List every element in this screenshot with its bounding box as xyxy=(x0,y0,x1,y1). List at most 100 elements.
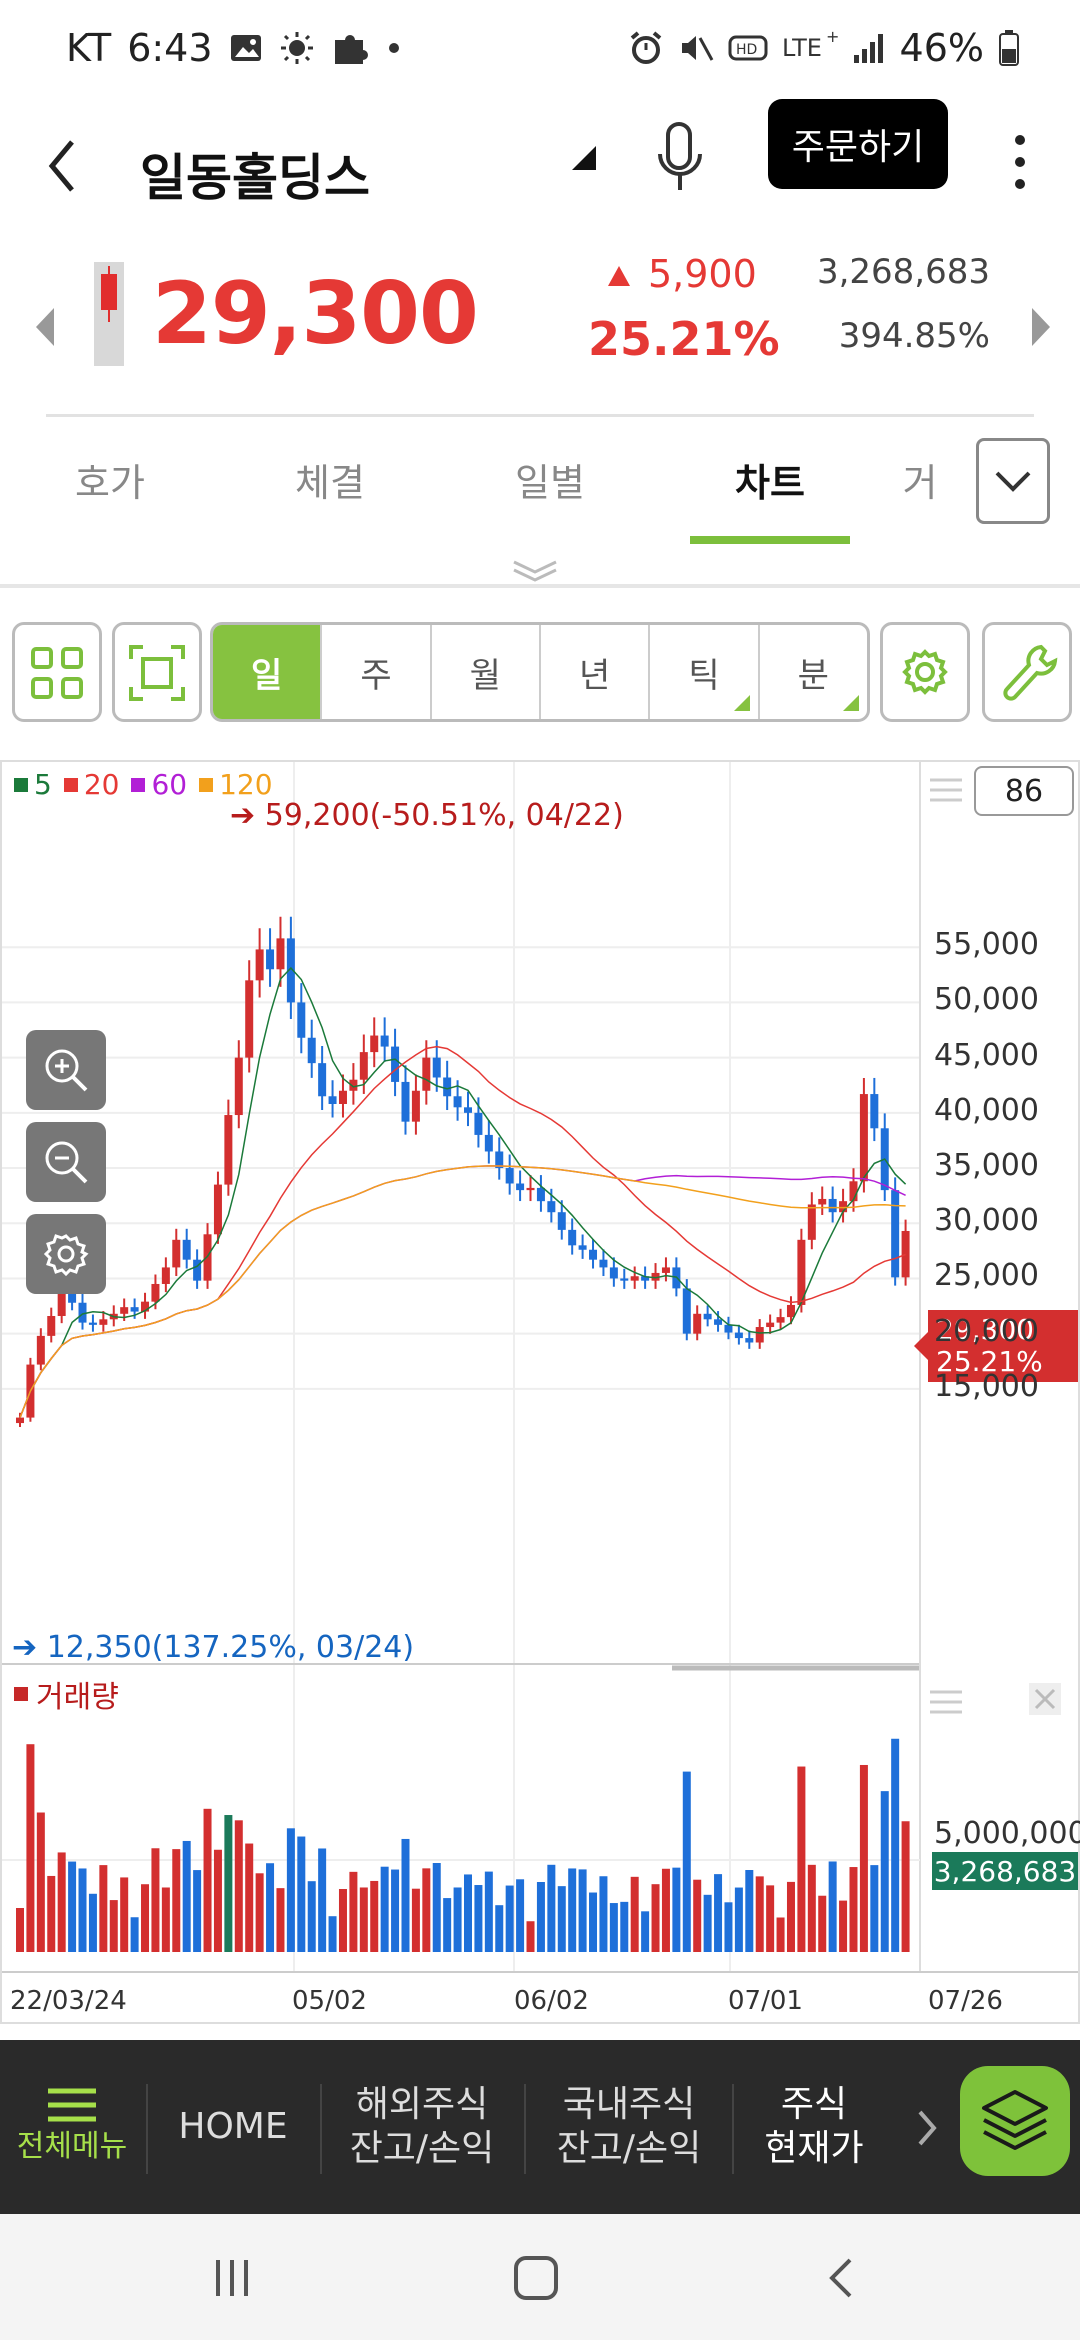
volume-bar xyxy=(776,1917,785,1952)
candle xyxy=(359,1052,368,1080)
legend-ma5-label: 5 xyxy=(34,768,52,801)
candle xyxy=(411,1090,420,1122)
volume-title: 거래량 xyxy=(14,1672,119,1716)
menu-separator xyxy=(146,2084,148,2174)
tab-more-partial[interactable]: 거 xyxy=(902,461,938,505)
menu-home[interactable]: HOME xyxy=(178,2106,288,2147)
chart-menu-icon[interactable] xyxy=(930,776,962,804)
volume-bar xyxy=(839,1900,848,1952)
candle xyxy=(609,1267,618,1279)
chart-tools-button[interactable] xyxy=(982,622,1072,722)
microphone-icon[interactable] xyxy=(650,114,710,204)
period-tick[interactable]: 틱 xyxy=(650,625,760,719)
mute-icon xyxy=(681,36,713,61)
chart-settings-button[interactable] xyxy=(880,622,970,722)
price-axis-label: 30,000 xyxy=(934,1203,1039,1239)
chart-overlay-settings-button[interactable] xyxy=(26,1214,106,1294)
alarm-icon xyxy=(630,31,661,64)
high-price-label: ➔ 59,200(-50.51%, 04/22) xyxy=(230,798,624,833)
collapse-chevron-icon[interactable] xyxy=(510,556,560,586)
zoom-out-button[interactable] xyxy=(26,1122,106,1202)
battery-percent: 46% xyxy=(899,26,984,70)
legend-ma5: 5 xyxy=(14,768,52,801)
tab-expand-button[interactable] xyxy=(976,438,1050,524)
current-price-badge: 29,300 25.21% xyxy=(914,1310,1078,1382)
candle xyxy=(213,1184,222,1235)
period-year[interactable]: 년 xyxy=(541,625,651,719)
date-label: 06/02 xyxy=(514,1986,589,2016)
candle xyxy=(141,1301,150,1312)
tab-daily[interactable]: 일별 xyxy=(515,461,585,505)
fullscreen-icon xyxy=(129,645,185,701)
volume-bar xyxy=(443,1898,452,1952)
notification-dot-icon xyxy=(388,43,399,53)
volume-bar xyxy=(818,1895,827,1952)
chart-legend: 5 20 60 120 xyxy=(14,768,273,801)
volume-bar xyxy=(36,1812,45,1952)
recent-apps-icon[interactable] xyxy=(210,2256,254,2300)
layout-grid-button[interactable] xyxy=(12,622,102,722)
home-icon[interactable] xyxy=(512,2254,560,2302)
candle-count-input[interactable]: 86 xyxy=(974,766,1074,816)
chart-canvas[interactable] xyxy=(2,762,1078,2022)
tab-chart[interactable]: 차트 xyxy=(735,461,805,505)
volume-bar xyxy=(422,1868,431,1952)
tab-order-book[interactable]: 호가 xyxy=(75,461,145,505)
period-week[interactable]: 주 xyxy=(322,625,432,719)
back-nav-icon[interactable] xyxy=(822,2254,858,2302)
candle xyxy=(568,1229,577,1246)
candle xyxy=(526,1187,535,1191)
volume-bar xyxy=(213,1849,222,1952)
volume-bar xyxy=(411,1888,420,1952)
candle xyxy=(276,938,285,970)
volume-bar xyxy=(891,1738,900,1952)
period-minute-label: 분 xyxy=(797,655,829,696)
menu-stock-quote[interactable]: 주식 현재가 xyxy=(764,2084,864,2169)
prev-stock-arrow-icon[interactable] xyxy=(30,302,60,352)
candle xyxy=(703,1313,712,1320)
order-button[interactable]: 주문하기 xyxy=(768,99,948,189)
price-axis-label: 55,000 xyxy=(934,927,1039,963)
volume-bar xyxy=(255,1873,264,1952)
candle xyxy=(578,1245,587,1250)
volume-bar xyxy=(641,1911,650,1952)
menu-domestic-balance[interactable]: 국내주식 잔고/손익 xyxy=(556,2084,702,2169)
stock-name[interactable]: 일동홀딩스 xyxy=(140,149,370,207)
zoom-in-button[interactable] xyxy=(26,1030,106,1110)
volume-bar xyxy=(714,1874,723,1952)
volume-bar xyxy=(526,1921,535,1952)
period-month[interactable]: 월 xyxy=(432,625,541,719)
volume-bar xyxy=(297,1836,306,1952)
mini-candle-icon xyxy=(94,262,124,366)
back-arrow-icon[interactable] xyxy=(36,126,96,206)
all-menu-label: 전체메뉴 xyxy=(16,2129,128,2164)
more-options-icon[interactable] xyxy=(1000,116,1040,216)
volume-bar xyxy=(516,1879,525,1952)
layers-fab-button[interactable] xyxy=(960,2066,1070,2176)
candle xyxy=(380,1035,389,1047)
candle xyxy=(599,1259,608,1268)
fullscreen-button[interactable] xyxy=(112,622,202,722)
period-minute[interactable]: 분 xyxy=(760,625,867,719)
volume-bar xyxy=(380,1866,389,1952)
stock-dropdown-icon[interactable] xyxy=(568,142,598,172)
volume-bar xyxy=(599,1876,608,1952)
stock-chart[interactable]: 5 20 60 120 ➔ 59,200(-50.51%, 04/22) ➔ 1… xyxy=(0,760,1080,2024)
bottom-menu: 전체메뉴 HOME 해외주식 잔고/손익 국내주식 잔고/손익 주식 현재가 xyxy=(0,2040,1080,2214)
next-stock-arrow-icon[interactable] xyxy=(1026,302,1056,352)
menu-scroll-arrow-icon[interactable] xyxy=(914,2106,940,2150)
candle xyxy=(401,1081,410,1122)
volume-bar xyxy=(453,1887,462,1952)
close-icon[interactable] xyxy=(1028,1682,1062,1716)
menu-overseas-balance[interactable]: 해외주식 잔고/손익 xyxy=(349,2084,495,2169)
period-day[interactable]: 일 xyxy=(213,625,323,719)
volume-menu-icon[interactable] xyxy=(930,1688,962,1716)
volume-bar xyxy=(161,1887,170,1952)
volume-bar xyxy=(78,1868,87,1952)
volume-bar xyxy=(786,1881,795,1952)
all-menu-button[interactable]: 전체메뉴 xyxy=(0,2040,144,2214)
candle xyxy=(36,1335,45,1365)
candle xyxy=(286,938,295,1003)
tab-trades[interactable]: 체결 xyxy=(295,461,365,505)
puzzle-icon xyxy=(334,35,368,64)
